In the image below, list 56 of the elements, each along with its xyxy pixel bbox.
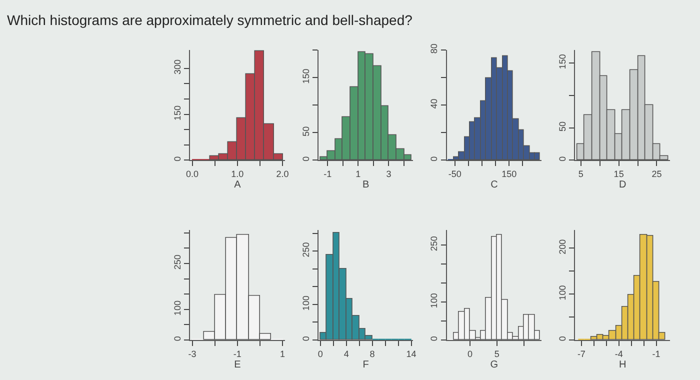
x-axis-title: G — [490, 359, 498, 370]
x-tick-label: 3 — [386, 169, 392, 179]
x-tick-label: 0 — [318, 348, 323, 359]
x-tick-label: 14 — [406, 348, 416, 359]
x-tick-label: 5 — [494, 348, 500, 359]
x-tick-label: 0 — [467, 348, 472, 359]
x-tick-label: 150 — [502, 169, 517, 179]
y-tick-label: 150 — [300, 68, 311, 84]
x-tick-label: -3 — [188, 348, 196, 359]
x-axis-title: E — [234, 359, 242, 370]
x-tick-label: -1 — [652, 348, 660, 359]
x-tick-label: 0.0 — [186, 169, 199, 179]
x-axis-title: C — [490, 180, 498, 190]
x-tick-label: -4 — [614, 348, 623, 359]
y-tick-label: 0 — [429, 336, 440, 342]
y-tick-label: 100 — [429, 293, 440, 308]
y-tick-label: 250 — [300, 242, 311, 258]
y-tick-label: 0 — [429, 156, 440, 162]
x-tick-label: 25 — [652, 169, 662, 179]
y-tick-label: 50 — [300, 126, 311, 136]
y-tick-label: 0 — [172, 336, 182, 342]
y-tick-label: 0 — [172, 156, 182, 162]
y-tick-label: 100 — [558, 285, 568, 300]
x-tick-label: -1 — [233, 348, 242, 359]
x-tick-label: 8 — [370, 348, 375, 359]
y-tick-label: 0 — [300, 336, 311, 342]
x-axis-title: A — [234, 180, 242, 190]
y-tick-label: 100 — [172, 300, 182, 316]
x-tick-label: 4 — [344, 348, 349, 359]
y-tick-label: 150 — [558, 54, 568, 70]
y-tick-label: 300 — [172, 60, 182, 75]
y-tick-label: 50 — [558, 121, 568, 132]
x-tick-label: 15 — [614, 169, 624, 179]
x-tick-label: -50 — [448, 169, 462, 179]
y-tick-label: 0 — [300, 156, 311, 162]
y-tick-label: 100 — [300, 296, 311, 311]
x-axis-title: B — [362, 180, 370, 190]
x-axis-title: F — [362, 359, 369, 370]
x-tick-label: 2.0 — [276, 169, 289, 179]
y-tick-label: 80 — [429, 44, 440, 54]
y-tick-label: 40 — [429, 98, 440, 109]
x-tick-label: 1 — [280, 348, 286, 359]
y-tick-label: 200 — [558, 239, 568, 254]
y-tick-label: 0 — [558, 156, 568, 162]
y-tick-label: 0 — [558, 336, 568, 342]
y-tick-label: 250 — [172, 254, 182, 270]
text: Which histograms are approximately symmetric and bell-shaped? — [7, 12, 413, 28]
x-axis-title: H — [618, 359, 626, 370]
x-tick-label: 1.0 — [231, 169, 244, 179]
x-tick-label: 5 — [578, 169, 584, 179]
y-tick-label: 150 — [172, 105, 182, 120]
x-axis-title: D — [618, 180, 626, 190]
x-tick-label: -1 — [324, 169, 332, 179]
x-tick-label: 1 — [356, 169, 361, 179]
y-tick-label: 250 — [429, 236, 440, 252]
x-tick-label: -7 — [577, 348, 586, 359]
